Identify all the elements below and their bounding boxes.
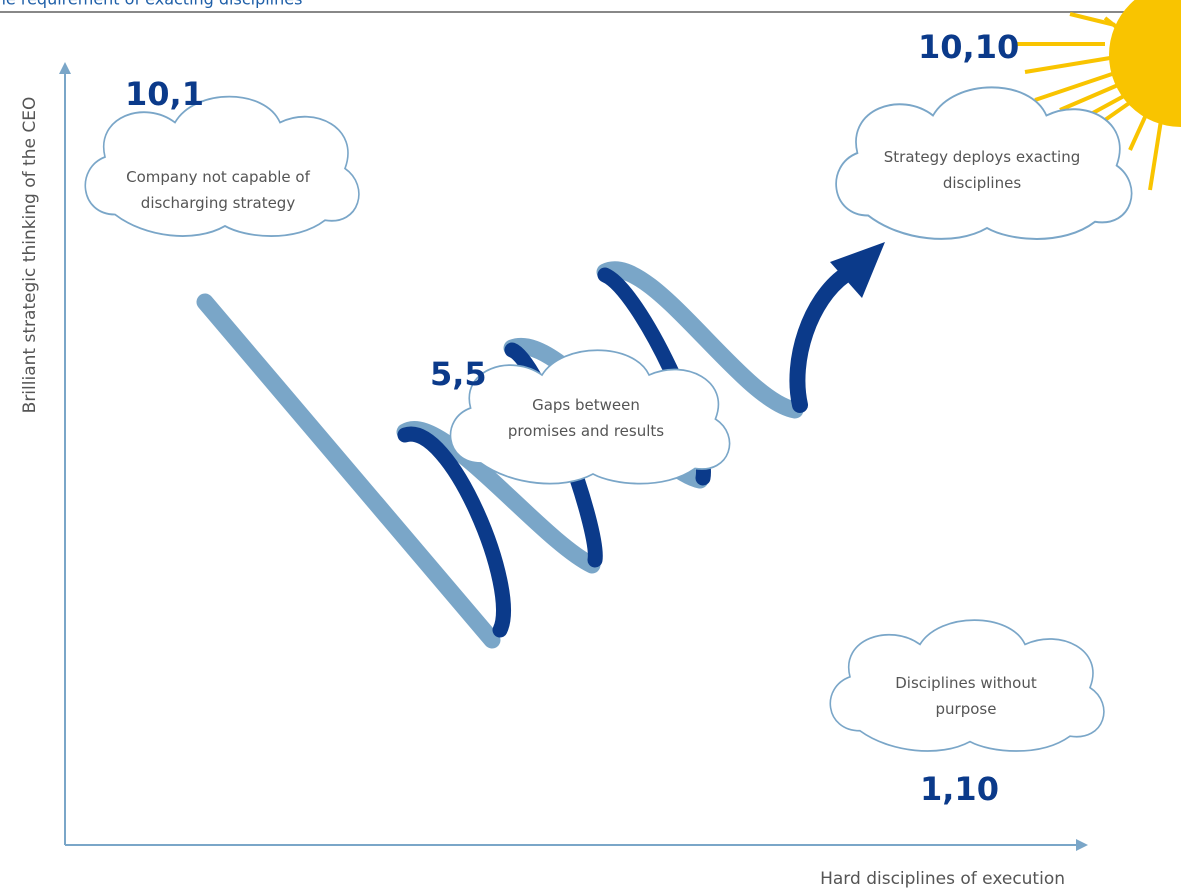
node-label: Gaps between <box>532 396 640 414</box>
node: Disciplines without purpose 1,10 <box>830 620 1104 808</box>
header-title: The requirement of exacting disciplines <box>0 0 302 9</box>
node-coord: 10,10 <box>918 28 1019 66</box>
node-label: Strategy deploys exacting <box>884 148 1080 166</box>
node-coord: 10,1 <box>125 75 204 113</box>
node: Company not capable of discharging strate… <box>85 75 359 236</box>
node-label: Disciplines without <box>895 674 1037 692</box>
node-label: disciplines <box>943 174 1022 192</box>
node-label: purpose <box>936 700 997 718</box>
node-label: discharging strategy <box>141 194 296 212</box>
node-coord: 1,10 <box>920 770 999 808</box>
diagram: The requirement of exacting disciplines … <box>0 0 1181 893</box>
y-axis-label: Brilliant strategic thinking of the CEO <box>20 97 40 414</box>
node-label: promises and results <box>508 422 664 440</box>
cloud <box>451 350 730 483</box>
node-coord: 5,5 <box>430 355 487 393</box>
cloud <box>85 97 359 236</box>
node: Strategy deploys exacting disciplines 10,1… <box>836 28 1131 239</box>
x-axis-label: Hard disciplines of execution <box>820 869 1065 889</box>
node-label: Company not capable of <box>126 168 310 186</box>
